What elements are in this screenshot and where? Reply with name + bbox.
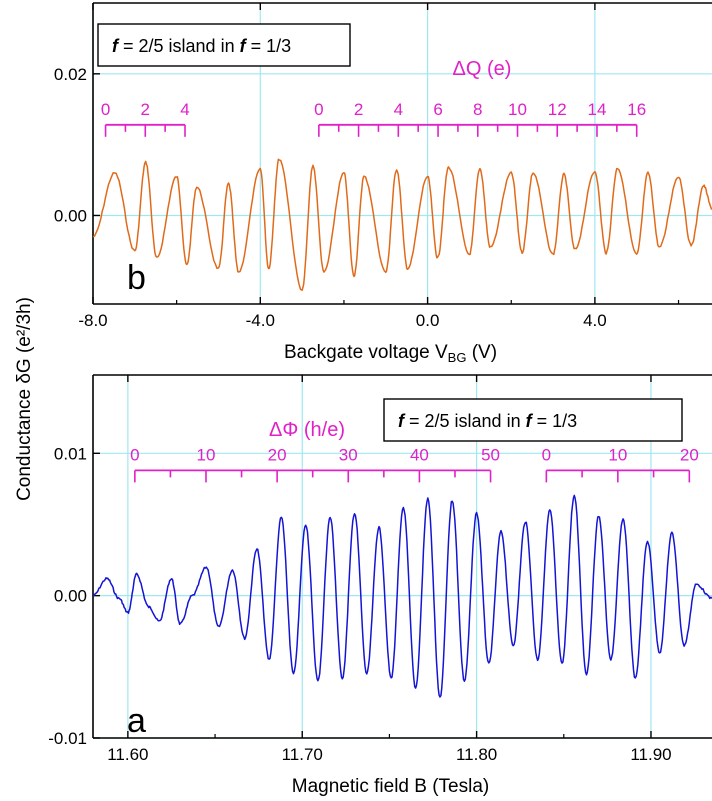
legend-rest1: = 2/5 island in [118,36,240,56]
ruler-title: ΔQ (e) [453,58,512,80]
y-tick-label: 0.00 [54,206,87,225]
ruler-label: 16 [627,100,646,119]
ruler-label: 4 [394,100,403,119]
ruler: 0 10 20 [542,445,699,483]
ruler-label: 40 [410,445,429,464]
ruler-label: 0 [542,445,551,464]
ruler-label: 4 [180,100,189,119]
panel-letter: a [127,702,146,740]
x-tick-label: -4.0 [246,311,275,330]
ruler-label: 10 [508,100,527,119]
x-tick-label: 0.0 [416,311,440,330]
x-tick-label: 4.0 [583,311,607,330]
x-tick-label: -8.0 [78,311,107,330]
y-tick-label: -0.01 [48,729,87,748]
x-axis-label: Magnetic field B (Tesla) [292,776,489,797]
y-tick-label: 0.01 [54,444,87,463]
legend-f1: f [398,411,406,431]
legend-f1: f [112,36,120,56]
legend-box [383,398,683,442]
legend-f2: f [526,411,534,431]
ruler-label: 12 [548,100,567,119]
x-tick-label: 11.60 [107,745,148,764]
ruler-label: 50 [481,445,500,464]
ruler-label: 6 [433,100,442,119]
shared-y-axis-label: Conductance δG (e²/3h) [14,297,35,501]
legend-f2: f [240,36,248,56]
panel-letter: b [127,259,146,297]
ruler-label: 2 [354,100,363,119]
panel-a-magnetic-field-chart: 11.60 11.70 11.80 11.90 -0.01 0.00 0.01 0 10 20 30… [48,374,712,797]
ruler-label: 30 [339,445,358,464]
ruler-label: 0 [130,445,139,464]
ruler-label: 20 [680,445,699,464]
ruler-title: ΔΦ (h/e) [269,419,345,441]
legend-rest1: = 2/5 island in [404,411,526,431]
ruler-label: 10 [608,445,627,464]
panel-b-backgate-chart: -8.0 -4.0 0.0 4.0 0.00 0.02 0 2 4 0 2 4 6 8 10 12 14 16 ΔQ… [54,2,712,365]
legend-rest2: = 1/3 [246,36,292,56]
x-axis-label-unit: (V) [466,342,497,363]
x-axis-label-sub: BG [448,350,467,365]
legend-text: f = 2/5 island in f = 1/3 [398,411,577,431]
ruler: 0 2 4 6 8 10 12 14 16 [314,100,646,137]
ruler: 0 10 20 30 40 50 [130,445,500,483]
x-axis-label-main: Backgate voltage V [284,342,448,363]
ruler-label: 0 [314,100,323,119]
ruler-label: 0 [101,100,110,119]
y-tick-label: 0.00 [54,587,87,606]
x-axis-label-main: Magnetic field B (Tesla) [292,776,489,797]
ruler: 0 2 4 [101,100,190,137]
ruler-label: 10 [197,445,216,464]
x-tick-label: 11.90 [630,745,671,764]
x-tick-label: 11.80 [456,745,497,764]
ruler-label: 20 [268,445,287,464]
ruler-label: 8 [473,100,482,119]
ruler-label: 14 [588,100,607,119]
legend-rest2: = 1/3 [532,411,578,431]
legend-text: f = 2/5 island in f = 1/3 [112,36,291,56]
ruler-label: 2 [141,100,150,119]
series-line [92,158,712,291]
y-tick-label: 0.02 [54,65,87,84]
series-line [93,494,712,698]
x-tick-label: 11.70 [282,745,323,764]
x-axis-label: Backgate voltage VBG (V) [284,342,497,365]
legend-box [97,23,351,67]
